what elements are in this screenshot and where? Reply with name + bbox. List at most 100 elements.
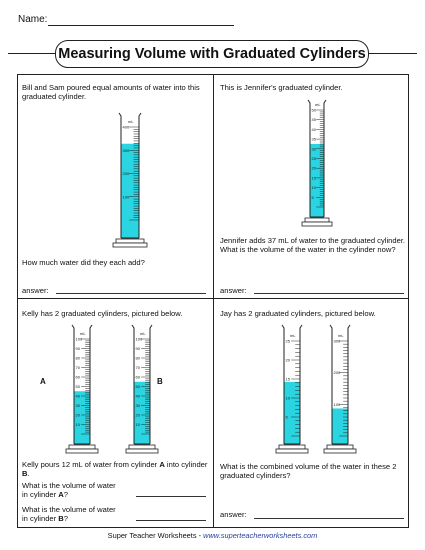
- scale-tick-label: 30: [76, 403, 81, 408]
- scale-tick-label: 90: [76, 346, 81, 351]
- scale-tick-label: 400: [123, 125, 130, 130]
- scale-tick-label: 40: [136, 394, 141, 399]
- scale-tick-label: 200: [334, 370, 341, 375]
- scale-tick-label: 90: [136, 346, 141, 351]
- problem-4-question: What is the combined volume of the water…: [220, 462, 397, 481]
- scale-tick-label: 15: [312, 175, 317, 180]
- problem-1-question: How much water did they each add?: [22, 258, 145, 267]
- scale-tick-label: 40: [312, 127, 317, 132]
- scale-tick-label: 80: [136, 356, 141, 361]
- page-title: Measuring Volume with Graduated Cylinder…: [55, 40, 369, 68]
- scale-tick-label: 5: [312, 195, 315, 200]
- scale-tick-label: 45: [312, 117, 317, 122]
- cylinder-base: [128, 444, 156, 450]
- scale-tick-label: 60: [136, 375, 141, 380]
- cylinder-foot: [275, 448, 309, 454]
- grid-divider-vertical: [213, 74, 214, 528]
- problem-3-subquestion-b: What is the volume of water in cylinder B…: [22, 505, 116, 524]
- footer-link[interactable]: www.superteacherworksheets.com: [203, 531, 318, 540]
- cylinder-unit: mL: [128, 119, 134, 124]
- scale-tick-label: 30: [136, 403, 141, 408]
- problem-4-text: Jay has 2 graduated cylinders, pictured …: [220, 309, 376, 318]
- problem-1-answer-field[interactable]: [56, 293, 206, 294]
- scale-tick-label: 20: [136, 413, 141, 418]
- scale-tick-label: 100: [136, 337, 143, 342]
- scale-tick-label: 80: [76, 356, 81, 361]
- cylinder-base: [326, 444, 354, 450]
- cylinder-base: [68, 444, 96, 450]
- title-banner: Measuring Volume with Graduated Cylinder…: [8, 40, 417, 68]
- scale-tick-label: 300: [334, 339, 341, 344]
- cylinder-foot: [301, 221, 333, 227]
- scale-tick-label: 40: [76, 394, 81, 399]
- title-rule-left: [8, 53, 55, 54]
- scale-tick-label: 25: [286, 339, 291, 344]
- scale-tick-label: 25: [312, 156, 317, 161]
- problem-4-answer-field[interactable]: [254, 518, 404, 519]
- cylinder-foot: [65, 448, 99, 454]
- scale-tick-label: 60: [76, 375, 81, 380]
- cylinder-tube: [329, 324, 351, 444]
- cylinder-tube: [118, 112, 142, 238]
- cylinder-unit: mL: [338, 333, 344, 338]
- cylinder-foot: [112, 242, 148, 248]
- scale-tick-label: 20: [76, 413, 81, 418]
- scale-tick-label: 50: [76, 384, 81, 389]
- scale-tick-label: 20: [286, 358, 291, 363]
- scale-tick-label: 100: [334, 402, 341, 407]
- scale-tick-label: 100: [76, 337, 83, 342]
- problem-3-answer-b-field[interactable]: [136, 520, 206, 521]
- cylinder-base: [115, 238, 145, 244]
- scale-tick-label: 15: [286, 377, 291, 382]
- scale-tick-label: 35: [312, 137, 317, 142]
- cylinder-unit: mL: [80, 331, 86, 336]
- name-field[interactable]: [48, 25, 234, 26]
- problem-3-subquestion-a: What is the volume of water in cylinder A…: [22, 481, 116, 500]
- cylinder-unit: mL: [140, 331, 146, 336]
- scale-tick-label: 10: [312, 185, 317, 190]
- scale-tick-label: 10: [286, 396, 291, 401]
- water-fill: [121, 143, 139, 238]
- water-fill: [74, 391, 90, 444]
- water-fill: [310, 143, 324, 217]
- problem-2-answer-field[interactable]: [254, 293, 404, 294]
- scale-tick-label: 50: [136, 384, 141, 389]
- cylinder-tube: [281, 324, 303, 444]
- cylinder-a-label: A: [40, 377, 46, 386]
- cylinder-foot: [323, 448, 357, 454]
- water-fill: [332, 408, 348, 444]
- scale-tick-label: 10: [136, 422, 141, 427]
- scale-tick-label: 10: [76, 422, 81, 427]
- problem-1-answer-label: answer:: [22, 286, 49, 295]
- footer-prefix: Super Teacher Worksheets -: [107, 531, 204, 540]
- problem-3-question: Kelly pours 12 mL of water from cylinder…: [22, 460, 208, 479]
- cylinder-foot: [125, 448, 159, 454]
- problem-2-question: Jennifer adds 37 mL of water to the grad…: [220, 236, 406, 255]
- scale-tick-label: 100: [123, 194, 130, 199]
- problem-4-answer-label: answer:: [220, 510, 247, 519]
- water-fill: [284, 381, 300, 444]
- title-rule-right: [369, 53, 417, 54]
- problem-2-text: This is Jennifer's graduated cylinder.: [220, 83, 343, 92]
- cylinder-tube: [307, 99, 327, 217]
- cylinder-unit: mL: [290, 333, 296, 338]
- cylinder-base: [278, 444, 306, 450]
- scale-tick-label: 5: [286, 415, 289, 420]
- cylinder-unit: mL: [315, 102, 321, 107]
- scale-tick-label: 70: [136, 365, 141, 370]
- grid-divider-horizontal: [17, 298, 409, 299]
- cylinder-base: [304, 217, 330, 223]
- name-label: Name:: [18, 14, 48, 25]
- problem-1-text: Bill and Sam poured equal amounts of wat…: [22, 83, 200, 102]
- scale-tick-label: 70: [76, 365, 81, 370]
- scale-tick-label: 300: [123, 148, 130, 153]
- footer: Super Teacher Worksheets - www.superteac…: [0, 531, 425, 540]
- problem-2-answer-label: answer:: [220, 286, 247, 295]
- problem-3-answer-a-field[interactable]: [136, 496, 206, 497]
